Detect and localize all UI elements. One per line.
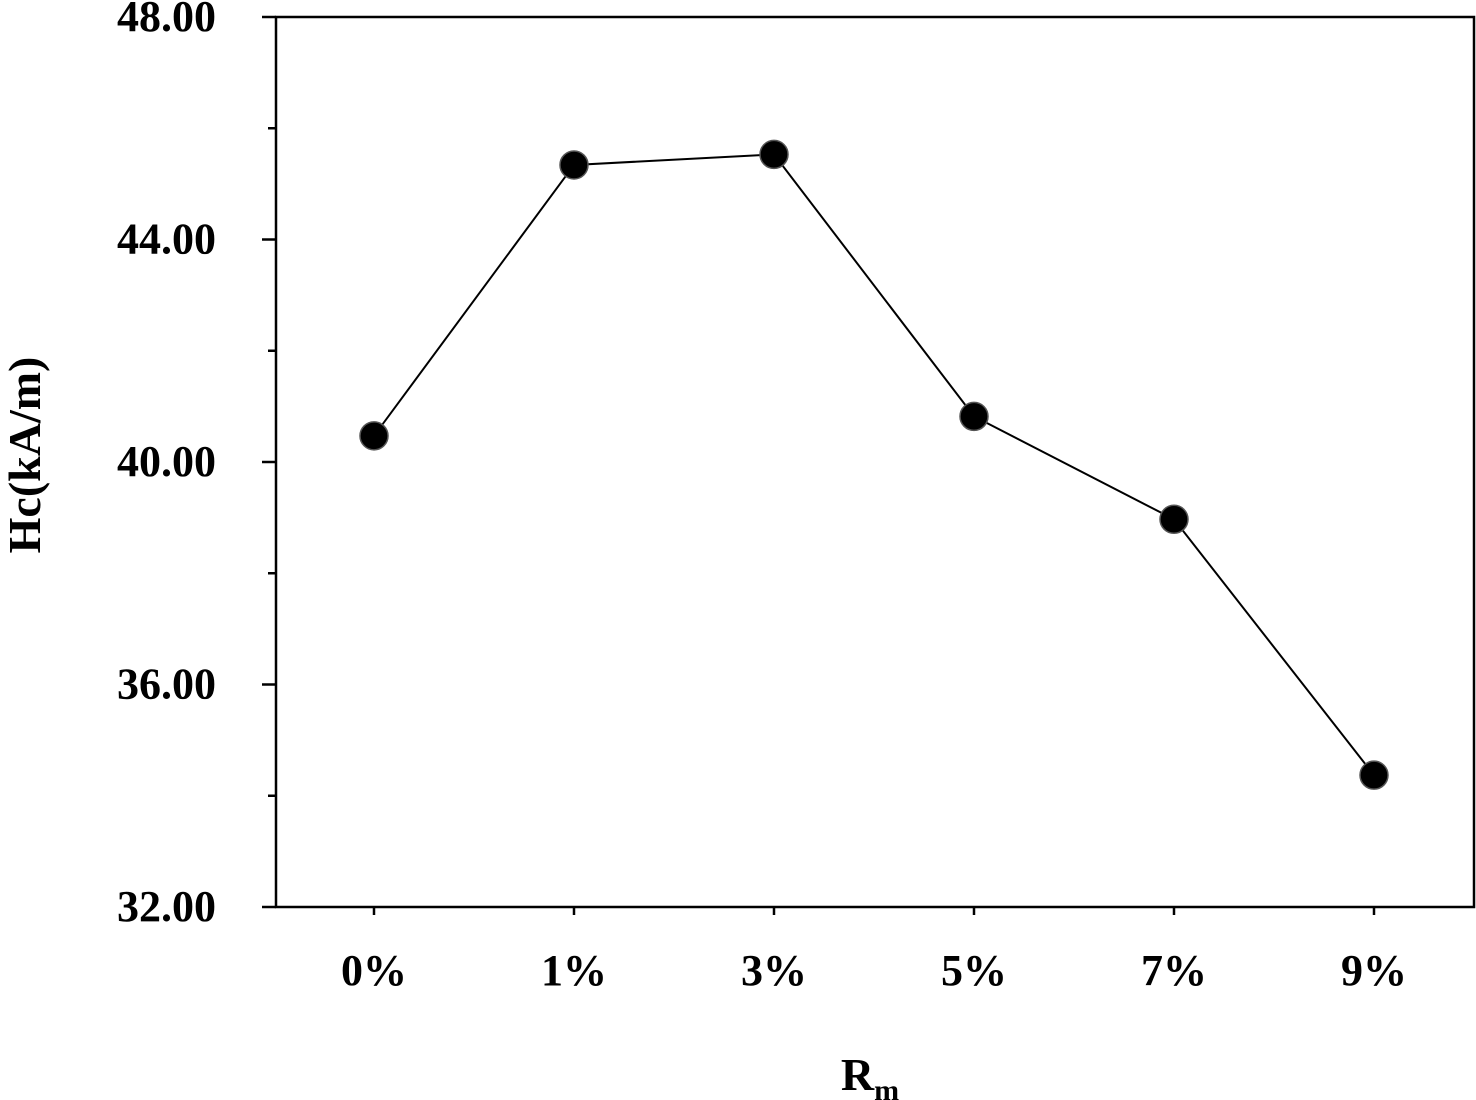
x-axis-title: Rm <box>841 1049 899 1100</box>
x-tick-label: 7% <box>1141 946 1207 995</box>
x-axis-title-main: R <box>841 1049 875 1100</box>
y-axis-ticks: 48.00 44.00 40.00 36.00 32.00 <box>117 0 276 931</box>
series-layer <box>359 139 1389 790</box>
x-axis-ticks: 0% 1% 3% 5% 7% 9% <box>341 907 1407 995</box>
data-point <box>1359 760 1389 790</box>
series-line <box>373 153 1375 776</box>
x-axis-title-subscript: m <box>874 1074 899 1100</box>
data-point <box>959 401 989 432</box>
x-tick-label: 5% <box>941 946 1007 995</box>
x-tick-label: 3% <box>741 946 807 995</box>
plot-frame <box>274 15 1476 909</box>
x-tick-label: 0% <box>341 946 407 995</box>
y-axis-title: Hc(kA/m) <box>0 357 50 554</box>
data-point <box>359 421 389 451</box>
y-tick-label: 48.00 <box>117 0 216 41</box>
y-tick-label: 32.00 <box>117 882 216 931</box>
data-point <box>559 150 589 180</box>
data-point <box>1159 504 1189 535</box>
x-tick-label: 1% <box>541 946 607 995</box>
y-tick-label: 44.00 <box>117 215 216 264</box>
data-point <box>759 139 789 170</box>
y-tick-label: 36.00 <box>117 660 216 709</box>
x-tick-label: 9% <box>1341 946 1407 995</box>
y-tick-label: 40.00 <box>117 437 216 486</box>
